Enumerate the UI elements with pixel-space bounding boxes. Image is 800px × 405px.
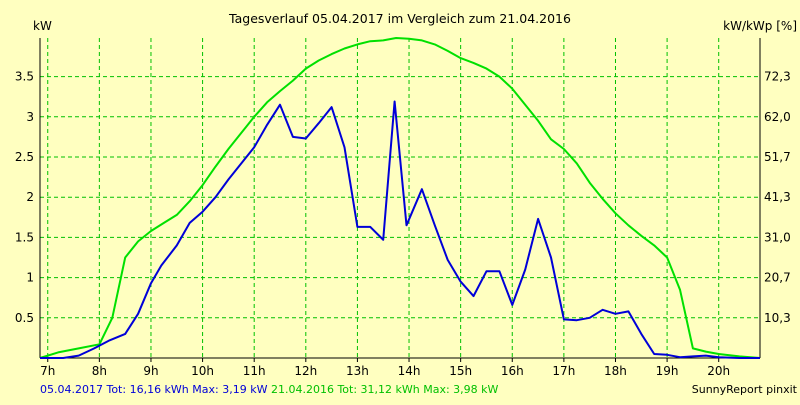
y-left-tick-label: 0.5 xyxy=(15,311,34,325)
x-tick-label: 13h xyxy=(346,364,369,378)
y-axis-left-label: kW xyxy=(33,19,52,33)
y-right-tick-label: 41,3 xyxy=(764,190,791,204)
series-line-05.04.2017 xyxy=(40,100,760,359)
y-right-tick-label: 62,0 xyxy=(764,110,791,124)
y-left-tick-label: 1 xyxy=(26,271,34,285)
x-tick-label: 11h xyxy=(243,364,266,378)
x-tick-label: 7h xyxy=(40,364,55,378)
y-axis-right-label: kW/kWp [%] xyxy=(723,19,797,33)
x-tick-label: 16h xyxy=(501,364,524,378)
grid xyxy=(40,38,760,358)
footer-summary: 05.04.2017 Tot: 16,16 kWh Max: 3,19 kW 2… xyxy=(40,383,499,396)
x-tick-label: 17h xyxy=(552,364,575,378)
x-tick-label: 20h xyxy=(707,364,730,378)
y-right-tick-label: 10,3 xyxy=(764,311,791,325)
y-left-tick-label: 2.5 xyxy=(15,150,34,164)
x-tick-label: 8h xyxy=(92,364,107,378)
y-left-tick-label: 3.5 xyxy=(15,70,34,84)
x-tick-label: 15h xyxy=(449,364,472,378)
chart-title: Tagesverlauf 05.04.2017 im Vergleich zum… xyxy=(228,11,571,26)
axes: 7h 8h 9h 10h 11h 12h 13h 14h 15h 16h 17h 18h 19h 20h 0… xyxy=(15,38,791,378)
y-left-tick-label: 1.5 xyxy=(15,230,34,244)
footer-series-summary: 05.04.2017 Tot: 16,16 kWh Max: 3,19 kW xyxy=(40,383,268,396)
x-tick-label: 10h xyxy=(191,364,214,378)
y-right-tick-label: 31,0 xyxy=(764,230,791,244)
x-tick-label: 18h xyxy=(604,364,627,378)
footer-credit: SunnyReport pinxit xyxy=(692,383,798,396)
y-left-tick-label: 3 xyxy=(26,110,34,124)
x-tick-label: 9h xyxy=(143,364,158,378)
footer-series-summary: 21.04.2016 Tot: 31,12 kWh Max: 3,98 kW xyxy=(267,383,498,396)
x-tick-label: 14h xyxy=(398,364,421,378)
x-tick-label: 19h xyxy=(656,364,679,378)
y-right-tick-label: 51,7 xyxy=(764,150,791,164)
y-right-tick-label: 72,3 xyxy=(764,70,791,84)
x-tick-label: 12h xyxy=(294,364,317,378)
y-right-tick-label: 20,7 xyxy=(764,271,791,285)
series-layer xyxy=(39,37,761,359)
series-line-21.04.2016 xyxy=(39,37,761,359)
y-left-tick-label: 2 xyxy=(26,190,34,204)
